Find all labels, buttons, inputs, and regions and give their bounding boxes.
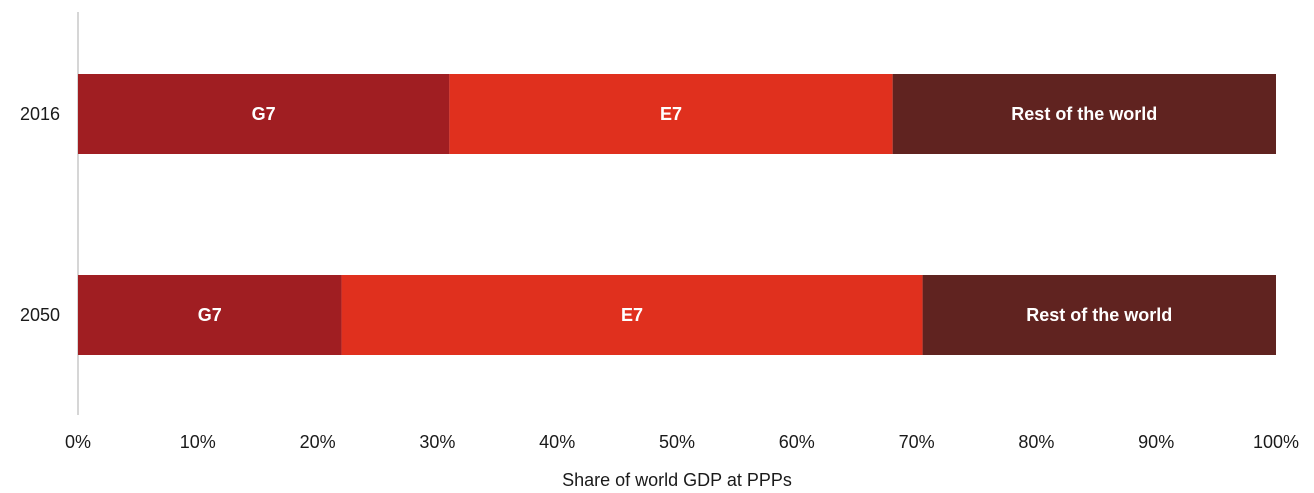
- x-tick-label-10: 100%: [1253, 432, 1299, 452]
- segment-label-2016-g7: G7: [252, 104, 276, 124]
- bar-segment-2016-rest-of-the-world: [892, 74, 1276, 154]
- bar-segment-2050-g7: [78, 275, 342, 355]
- bar-segment-2016-e7: [449, 74, 893, 154]
- x-axis-title: Share of world GDP at PPPs: [562, 470, 792, 490]
- y-tick-label-2050: 2050: [20, 305, 60, 325]
- x-tick-label-8: 80%: [1018, 432, 1054, 452]
- bars: G7 E7 Rest of the world G7 E7 Rest of the wor…: [78, 74, 1276, 355]
- x-tick-label-4: 40%: [539, 432, 575, 452]
- x-tick-label-3: 30%: [419, 432, 455, 452]
- y-tick-labels: 2016 2050: [20, 104, 60, 325]
- segment-label-2016-rest-of-the-world: Rest of the world: [1011, 104, 1157, 124]
- segment-label-2050-e7: E7: [621, 305, 643, 325]
- x-tick-label-7: 70%: [899, 432, 935, 452]
- x-tick-label-0: 0%: [65, 432, 91, 452]
- segment-label-2050-rest-of-the-world: Rest of the world: [1026, 305, 1172, 325]
- bar-segment-2050-e7: [341, 275, 923, 355]
- x-tick-label-5: 50%: [659, 432, 695, 452]
- x-tick-labels: 0% 10% 20% 30% 40% 50% 60% 70% 80% 90% 100%: [65, 432, 1299, 452]
- segment-label-2050-g7: G7: [198, 305, 222, 325]
- bar-segment-2050-rest-of-the-world: [922, 275, 1276, 355]
- x-tick-label-2: 20%: [300, 432, 336, 452]
- x-tick-label-6: 60%: [779, 432, 815, 452]
- x-tick-label-9: 90%: [1138, 432, 1174, 452]
- x-tick-label-1: 10%: [180, 432, 216, 452]
- y-tick-label-2016: 2016: [20, 104, 60, 124]
- segment-label-2016-e7: E7: [660, 104, 682, 124]
- bar-segment-2016-g7: [78, 74, 450, 154]
